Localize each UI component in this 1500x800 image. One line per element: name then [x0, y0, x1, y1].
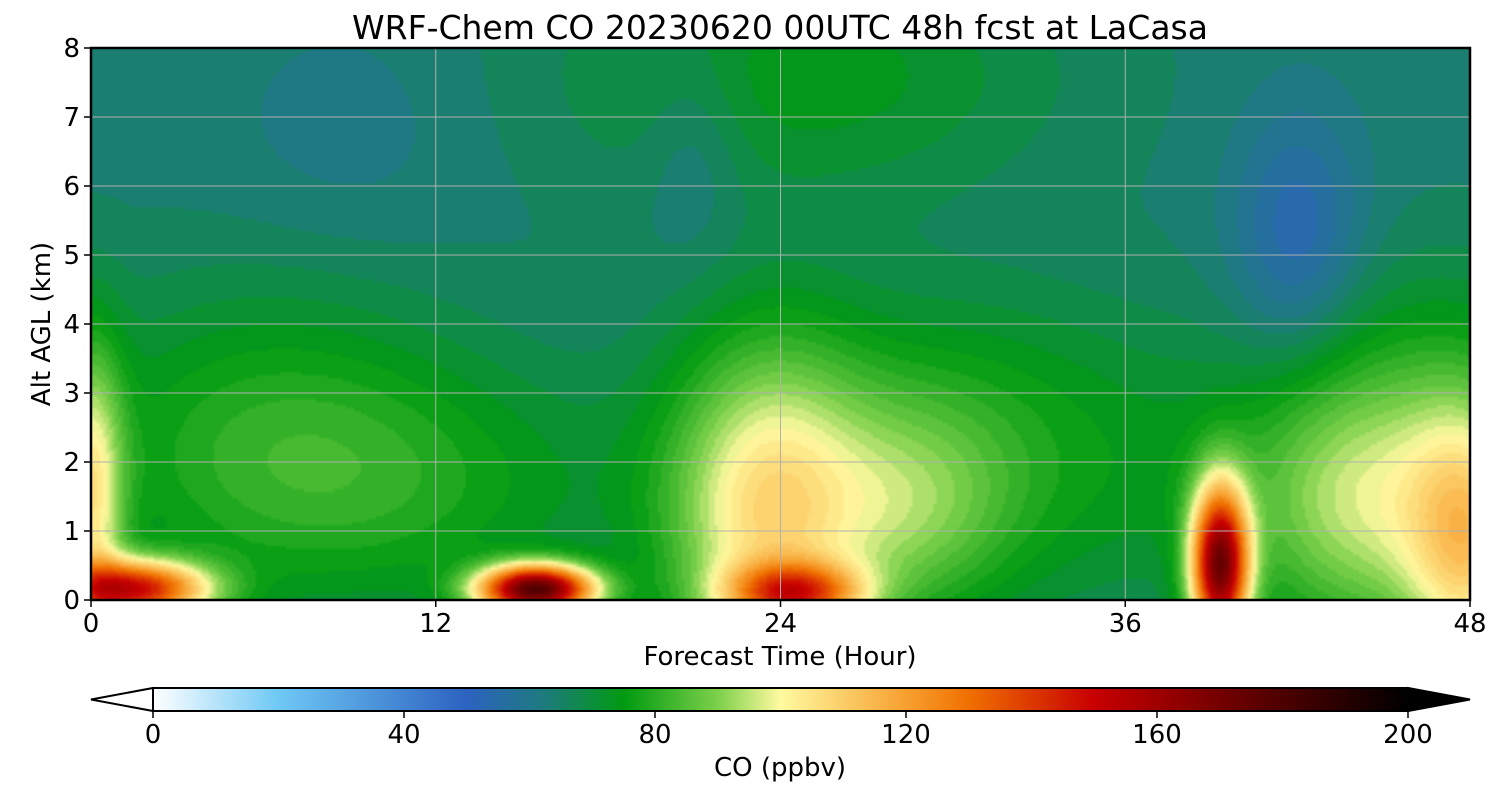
x-axis-ticks: 0 12 24 36 48	[83, 600, 1487, 639]
colorbar-tick-label: 0	[145, 720, 162, 750]
gridlines	[91, 48, 1470, 600]
y-tick-label: 4	[63, 310, 80, 340]
x-tick-label: 48	[1453, 609, 1486, 639]
y-axis-ticks: 0 1 2 3 4 5 6 7 8	[63, 34, 91, 616]
colorbar-ticks: 0 40 80 120 160 200	[145, 711, 1433, 750]
colorbar: 0 40 80 120 160 200	[90, 686, 1471, 750]
colorbar-tick-label: 40	[387, 720, 420, 750]
colorbar-ramp	[152, 687, 1409, 712]
x-tick-label: 24	[764, 609, 797, 639]
y-tick-label: 5	[63, 241, 80, 271]
x-tick-label: 36	[1109, 609, 1142, 639]
y-axis-label: Alt AGL (km)	[27, 242, 57, 406]
colorbar-min-extension	[90, 686, 154, 713]
chart-title: WRF-Chem CO 20230620 00UTC 48h fcst at L…	[352, 8, 1208, 47]
y-tick-label: 1	[63, 517, 80, 547]
colorbar-label: CO (ppbv)	[714, 753, 846, 783]
colorbar-tick-label: 120	[881, 720, 931, 750]
x-tick-label: 12	[419, 609, 452, 639]
y-tick-label: 0	[63, 586, 80, 616]
x-tick-label: 0	[83, 609, 100, 639]
y-tick-label: 2	[63, 448, 80, 478]
y-tick-label: 6	[63, 172, 80, 202]
colorbar-tick-label: 200	[1383, 720, 1433, 750]
y-tick-label: 3	[63, 379, 80, 409]
y-tick-label: 8	[63, 34, 80, 64]
x-axis-label: Forecast Time (Hour)	[643, 642, 916, 672]
colorbar-tick-label: 80	[638, 720, 671, 750]
colorbar-max-extension	[1407, 686, 1471, 713]
colorbar-tick-label: 160	[1132, 720, 1182, 750]
y-tick-label: 7	[63, 103, 80, 133]
